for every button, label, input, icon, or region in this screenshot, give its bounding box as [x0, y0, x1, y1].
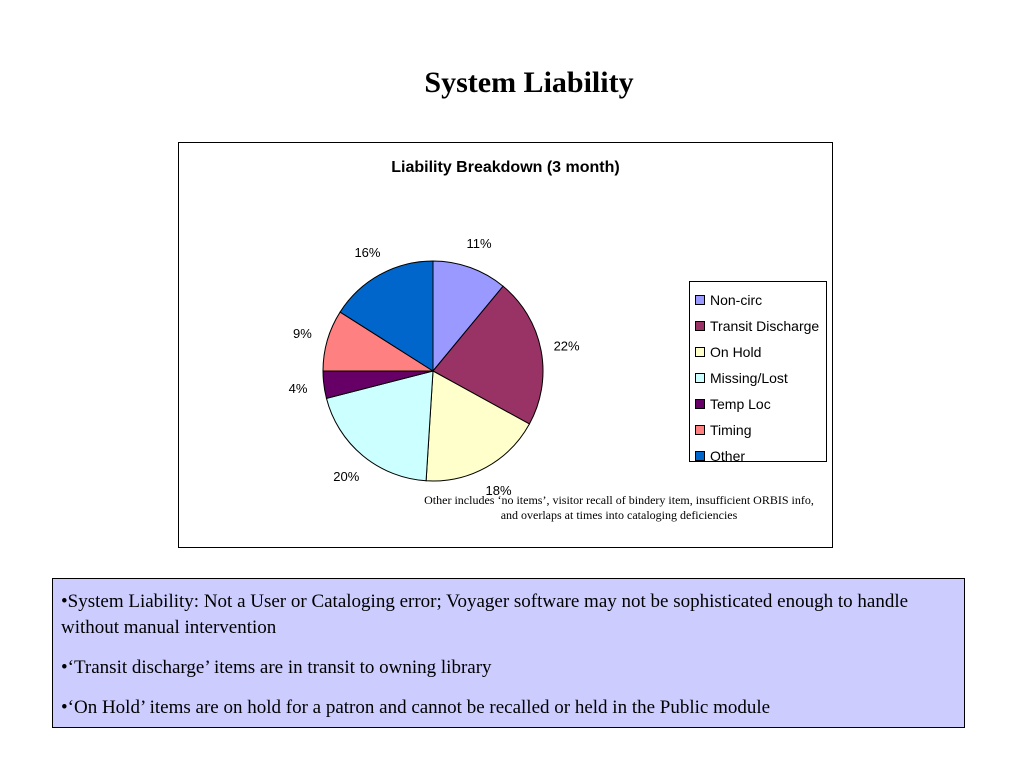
legend-label: Transit Discharge [710, 318, 820, 334]
pie-slice-missing-lost [325, 370, 434, 482]
legend-item: Transit Discharge [690, 313, 826, 339]
pie-data-label: 18% [486, 483, 512, 498]
legend-item: Missing/Lost [690, 365, 826, 391]
legend-swatch [695, 321, 705, 331]
chart-legend: Non-circ Transit Discharge On Hold Missi… [689, 281, 827, 464]
legend-swatch [695, 295, 705, 305]
notes-box: •System Liability: Not a User or Catalog… [52, 578, 965, 728]
legend-swatch [695, 425, 705, 435]
legend-label: On Hold [710, 344, 762, 360]
slide-title: System Liability [424, 66, 634, 99]
legend-label: Non-circ [710, 292, 763, 308]
pie-slice-transit-discharge [432, 285, 544, 425]
legend-item: Other [690, 443, 826, 469]
pie-chart: 11% 22% 18% 20% 4% 9% 16% [289, 236, 580, 498]
legend-swatch [695, 347, 705, 357]
pie-data-label: 11% [467, 236, 492, 251]
legend-label: Other [710, 448, 746, 464]
legend-item: Non-circ [690, 287, 826, 313]
bullet-note: •System Liability: Not a User or Catalog… [61, 591, 909, 638]
chart-frame: 11% 22% 18% 20% 4% 9% 16% Liability Breakdown … [178, 142, 833, 548]
pie-data-label: 16% [354, 245, 380, 260]
pie-slice-non-circ [432, 260, 504, 373]
pie-data-label: 22% [554, 339, 580, 354]
legend-label: Missing/Lost [710, 370, 788, 386]
legend-label: Temp Loc [710, 396, 771, 412]
pie-data-label: 20% [333, 469, 359, 484]
pie-data-label: 9% [293, 326, 312, 341]
legend-swatch [695, 399, 705, 409]
legend-swatch [695, 373, 705, 383]
chart-footnote: Other includes ‘no items’, visitor recal… [424, 493, 814, 522]
chart-title: Liability Breakdown (3 month) [391, 159, 620, 176]
bullet-note: •‘Transit discharge’ items are in transi… [61, 657, 492, 678]
pie-slice-on-hold [425, 370, 531, 482]
pie-slice-other [339, 260, 434, 372]
legend-item: On Hold [690, 339, 826, 365]
legend-item: Temp Loc [690, 391, 826, 417]
legend-label: Timing [710, 422, 752, 438]
legend-item: Timing [690, 417, 826, 443]
legend-swatch [695, 451, 705, 461]
bullet-note: •‘On Hold’ items are on hold for a patro… [61, 697, 771, 718]
pie-data-label: 4% [289, 381, 308, 396]
